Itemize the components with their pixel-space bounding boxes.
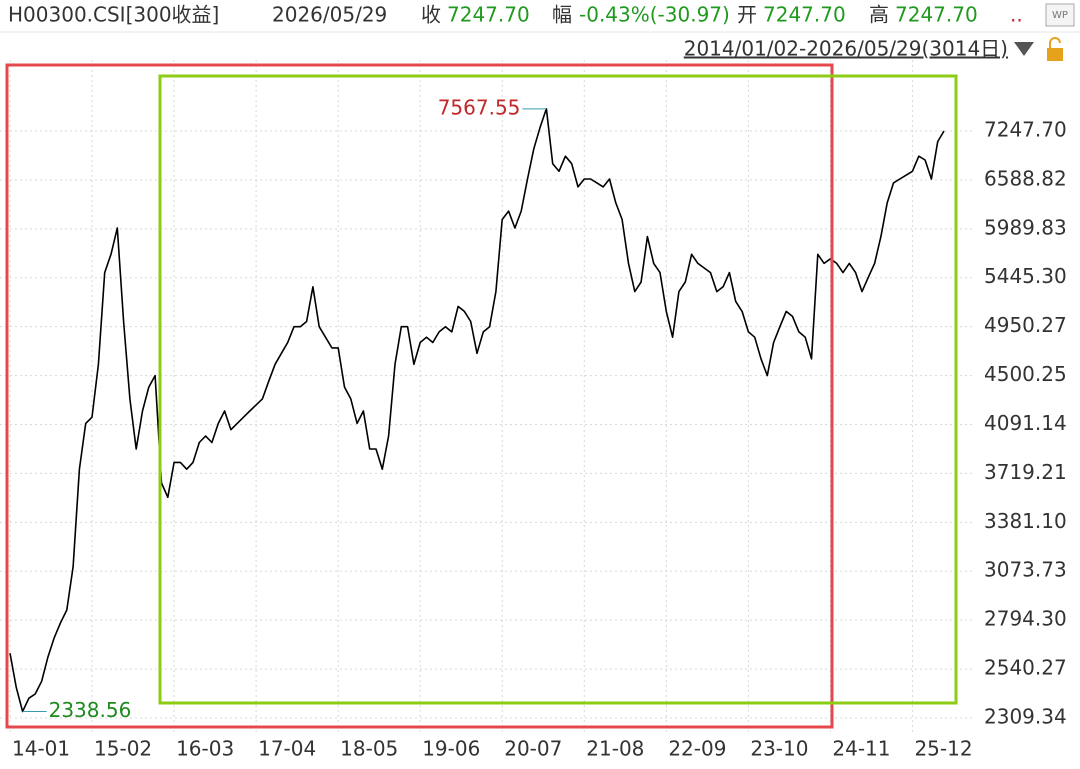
wp-icon[interactable] <box>1045 3 1075 27</box>
min-label: 2338.56 <box>49 698 132 722</box>
date-range[interactable]: 2014/01/02-2026/05/29(3014日) <box>684 37 1008 61</box>
high-label: 高 <box>869 3 889 27</box>
x-tick-label: 20-07 <box>504 737 562 761</box>
x-tick-label: 19-06 <box>422 737 480 761</box>
line <box>9 108 945 713</box>
lock-shackle <box>1049 37 1061 48</box>
y-tick-label: 4091.14 <box>984 411 1067 435</box>
y-tick-label: 5989.83 <box>984 215 1067 239</box>
y-tick-label: 4500.25 <box>984 362 1067 386</box>
close-value: 7247.70 <box>447 3 530 27</box>
lock-icon[interactable] <box>1047 48 1063 61</box>
close-label: 收 <box>421 3 441 27</box>
y-tick-label: 7247.70 <box>984 117 1067 141</box>
x-tick-label: 17-04 <box>258 737 316 761</box>
code: H00300.CSI[300收益] <box>8 3 219 27</box>
x-tick-label: 21-08 <box>586 737 644 761</box>
y-tick-label: 4950.27 <box>984 313 1067 337</box>
x-tick-label: 14-01 <box>12 737 70 761</box>
high-value: 7247.70 <box>895 3 978 27</box>
highlight-box-red <box>5 63 834 729</box>
y-tick-label: 2540.27 <box>984 656 1067 680</box>
plot: 2309.34 2540.27 2794.30 3073.73 3381.10 3719.… <box>0 60 1067 761</box>
y-tick-label: 2309.34 <box>984 704 1067 728</box>
y-tick-label: 3719.21 <box>984 460 1067 484</box>
dropdown-arrow[interactable] <box>1014 42 1034 56</box>
x-tick-label: 16-03 <box>176 737 234 761</box>
change-label: 幅 <box>552 3 572 27</box>
wp-text: WP <box>1052 10 1068 21</box>
more[interactable]: .. <box>1010 3 1023 27</box>
x-tick-label: 15-02 <box>94 737 152 761</box>
highlight-box-green <box>158 74 958 705</box>
y-tick-label: 2794.30 <box>984 607 1067 631</box>
date: 2026/05/29 <box>272 3 387 27</box>
max-label: 7567.55 <box>438 95 521 119</box>
x-tick-label: 24-11 <box>832 737 890 761</box>
y-tick-label: 3381.10 <box>984 509 1067 533</box>
x-tick-label: 22-09 <box>668 737 726 761</box>
x-tick-label: 23-10 <box>750 737 808 761</box>
open-label: 开 <box>737 3 757 27</box>
x-tick-label: 25-12 <box>914 737 972 761</box>
y-tick-label: 6588.82 <box>984 166 1067 190</box>
y-tick-label: 5445.30 <box>984 264 1067 288</box>
x-tick-label: 18-05 <box>340 737 398 761</box>
y-tick-label: 3073.73 <box>984 558 1067 582</box>
open-value: 7247.70 <box>763 3 846 27</box>
change-value: -0.43%(-30.97) <box>579 3 730 27</box>
